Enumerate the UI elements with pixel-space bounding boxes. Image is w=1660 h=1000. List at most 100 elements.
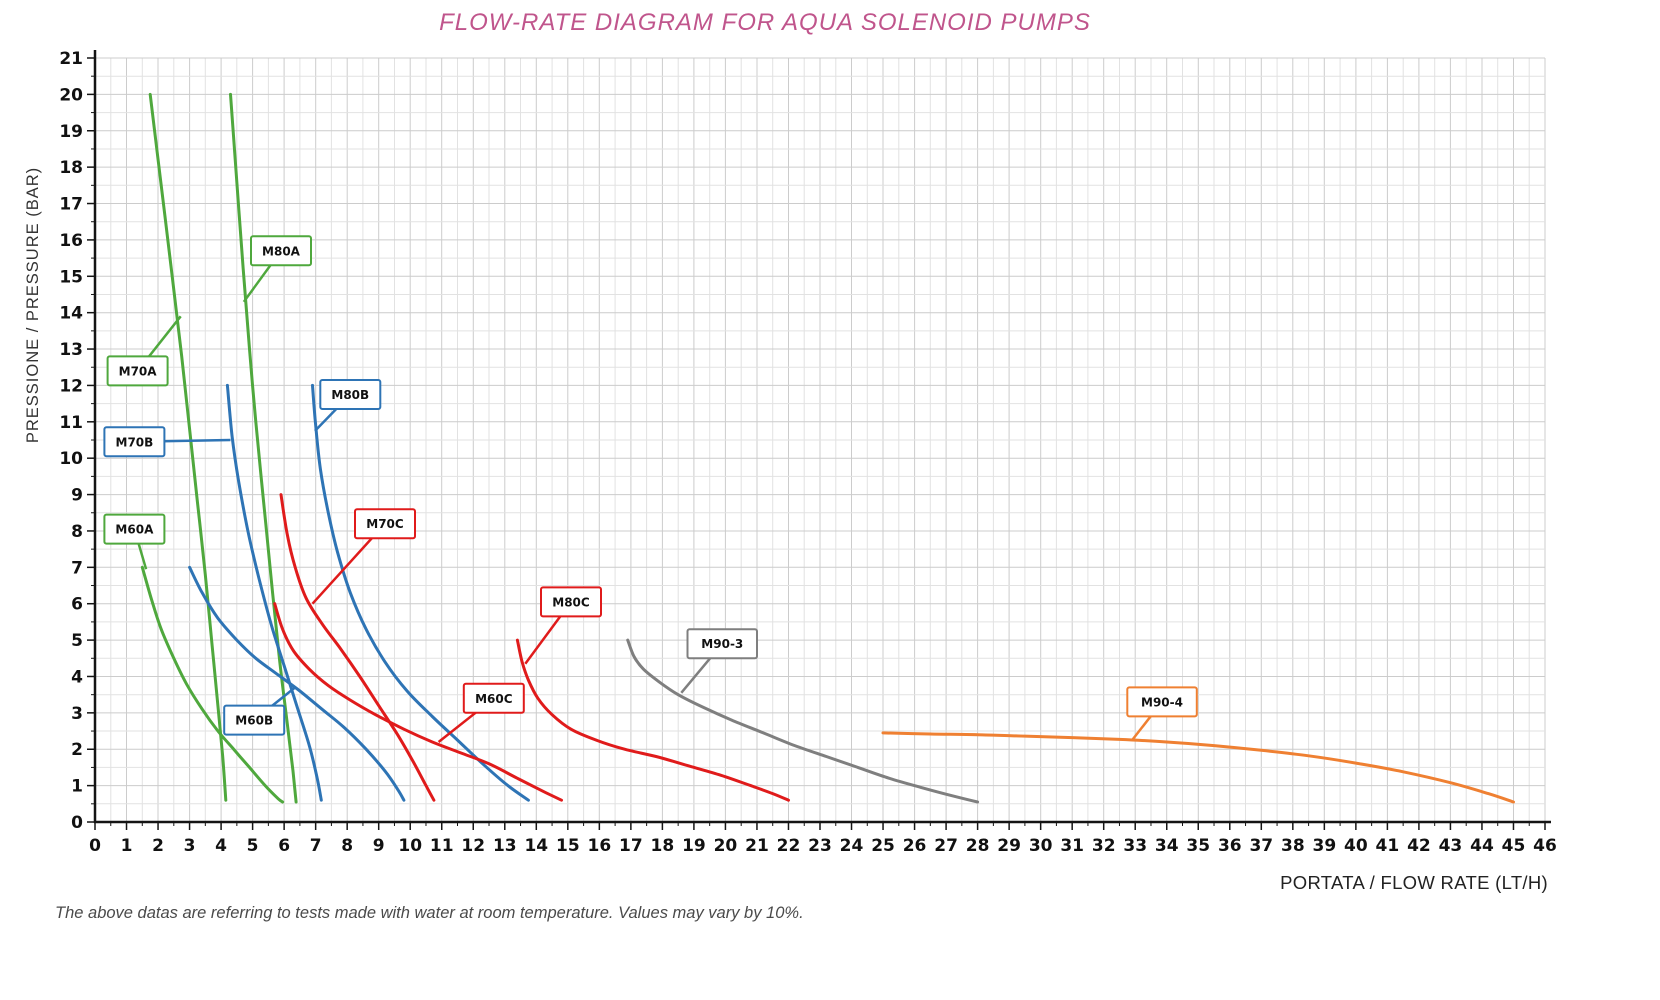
axes: 0 1 2 3 4 5 6 7 8 9 10 11 12 13 14 15 16 17 18 19 20 21 22 23 24… — [59, 49, 1557, 856]
x-tick-label: 34 — [1155, 836, 1179, 856]
x-tick-label: 12 — [461, 836, 485, 856]
x-tick-label: 19 — [682, 836, 706, 856]
x-tick-label: 45 — [1502, 836, 1526, 856]
x-tick-label: 25 — [871, 836, 895, 856]
x-axis-title: PORTATA / FLOW RATE (LT/H) — [1280, 872, 1548, 893]
x-tick-label: 33 — [1123, 836, 1147, 856]
callout-box-m60c — [462, 682, 525, 714]
callout-box-m60a — [103, 513, 166, 545]
y-tick-label: 5 — [71, 631, 83, 651]
y-axis-title: PRESSIONE / PRESSURE (BAR) — [24, 167, 42, 443]
y-tick-label: 0 — [71, 813, 83, 833]
x-tick-label: 21 — [745, 836, 769, 856]
x-tick-label: 27 — [934, 836, 958, 856]
x-tick-label: 17 — [619, 836, 643, 856]
y-tick-label: 15 — [59, 267, 83, 287]
curve-m70b — [225, 383, 323, 802]
x-tick-label: 24 — [840, 836, 864, 856]
y-tick-label: 8 — [71, 522, 83, 542]
series-label-m70c: M70C — [366, 517, 404, 531]
curve-m80a — [229, 92, 298, 804]
curve-m90-3 — [626, 638, 980, 804]
x-tick-label: 23 — [808, 836, 832, 856]
y-tick-label: 20 — [59, 85, 83, 105]
y-tick-label: 13 — [59, 340, 83, 360]
x-tick-label: 29 — [997, 836, 1021, 856]
x-tick-label: 5 — [247, 836, 259, 856]
x-tick-label: 30 — [1029, 836, 1053, 856]
x-tick-label: 8 — [341, 836, 353, 856]
x-tick-label: 3 — [184, 836, 196, 856]
x-tick-label: 41 — [1376, 836, 1400, 856]
x-tick-label: 4 — [215, 836, 227, 856]
x-tick-label: 14 — [524, 836, 548, 856]
x-tick-label: 18 — [651, 836, 675, 856]
y-tick-label: 21 — [59, 49, 83, 69]
x-tick-label: 9 — [373, 836, 385, 856]
x-tick-label: 39 — [1313, 836, 1337, 856]
x-tick-label: 15 — [556, 836, 580, 856]
curve-m60a — [140, 565, 285, 804]
x-tick-label: 38 — [1281, 836, 1305, 856]
y-tick-label: 14 — [59, 304, 83, 324]
y-tick-label: 6 — [71, 595, 83, 615]
chart-title: FLOW-RATE DIAGRAM FOR AQUA SOLENOID PUMP… — [439, 9, 1091, 36]
curve-m60b — [188, 565, 406, 802]
x-tick-label: 22 — [777, 836, 801, 856]
y-tick-label: 18 — [59, 158, 83, 178]
x-tick-label: 43 — [1439, 836, 1463, 856]
series-callouts: M60A M70A M80A M60B M70B M80B M60C M70C M80C M90-… — [103, 235, 1198, 743]
callout-box-m70c — [354, 508, 416, 540]
y-tick-label: 4 — [71, 667, 83, 687]
x-tick-label: 16 — [588, 836, 612, 856]
callout-box-m90-4 — [1126, 686, 1198, 718]
y-tick-label: 1 — [71, 777, 83, 797]
x-tick-label: 10 — [398, 836, 422, 856]
x-tick-label: 2 — [152, 836, 164, 856]
y-tick-label: 12 — [59, 376, 83, 396]
y-tick-label: 7 — [71, 558, 83, 578]
x-tick-label: 35 — [1186, 836, 1210, 856]
x-tick-label: 28 — [966, 836, 990, 856]
series-label-m70b: M70B — [116, 435, 154, 449]
callout-box-m80b — [319, 379, 382, 410]
x-tick-label: 37 — [1249, 836, 1273, 856]
x-tick-label: 26 — [903, 836, 927, 856]
x-tick-label: 11 — [430, 836, 454, 856]
x-tick-label: 40 — [1344, 836, 1368, 856]
series-label-m80a: M80A — [262, 244, 301, 258]
callout-box-m80c — [540, 586, 602, 618]
series-label-m70a: M70A — [119, 364, 158, 378]
series-label-m80c: M80C — [552, 595, 590, 609]
pump-curves — [140, 92, 1515, 804]
x-tick-label: 32 — [1092, 836, 1116, 856]
x-tick-label: 44 — [1470, 836, 1494, 856]
x-tick-label: 1 — [121, 836, 133, 856]
y-tick-label: 10 — [59, 449, 83, 469]
y-tick-label: 19 — [59, 122, 83, 142]
curve-m70c — [279, 493, 436, 802]
series-label-m80b: M80B — [331, 388, 369, 402]
y-tick-label: 9 — [71, 486, 83, 506]
curve-m80c — [515, 638, 790, 802]
x-tick-label: 42 — [1407, 836, 1431, 856]
y-tick-label: 3 — [71, 704, 83, 724]
curve-m70a — [148, 92, 228, 802]
series-label-m60c: M60C — [475, 692, 513, 706]
y-tick-label: 17 — [59, 195, 83, 215]
callout-box-m60b — [223, 704, 286, 736]
x-tick-label: 6 — [278, 836, 290, 856]
x-tick-label: 20 — [714, 836, 738, 856]
x-tick-label: 7 — [310, 836, 322, 856]
callout-box-m70a — [106, 355, 169, 387]
y-tick-label: 11 — [59, 413, 83, 433]
curve-m90-4 — [881, 731, 1515, 804]
x-tick-label: 13 — [493, 836, 517, 856]
grid — [94, 57, 1546, 823]
series-label-m60b: M60B — [235, 714, 273, 728]
series-label-m60a: M60A — [115, 523, 154, 537]
footnote-text: The above datas are referring to tests m… — [55, 904, 804, 922]
x-tick-label: 0 — [89, 836, 101, 856]
series-label-m90-4: M90-4 — [1141, 695, 1183, 709]
